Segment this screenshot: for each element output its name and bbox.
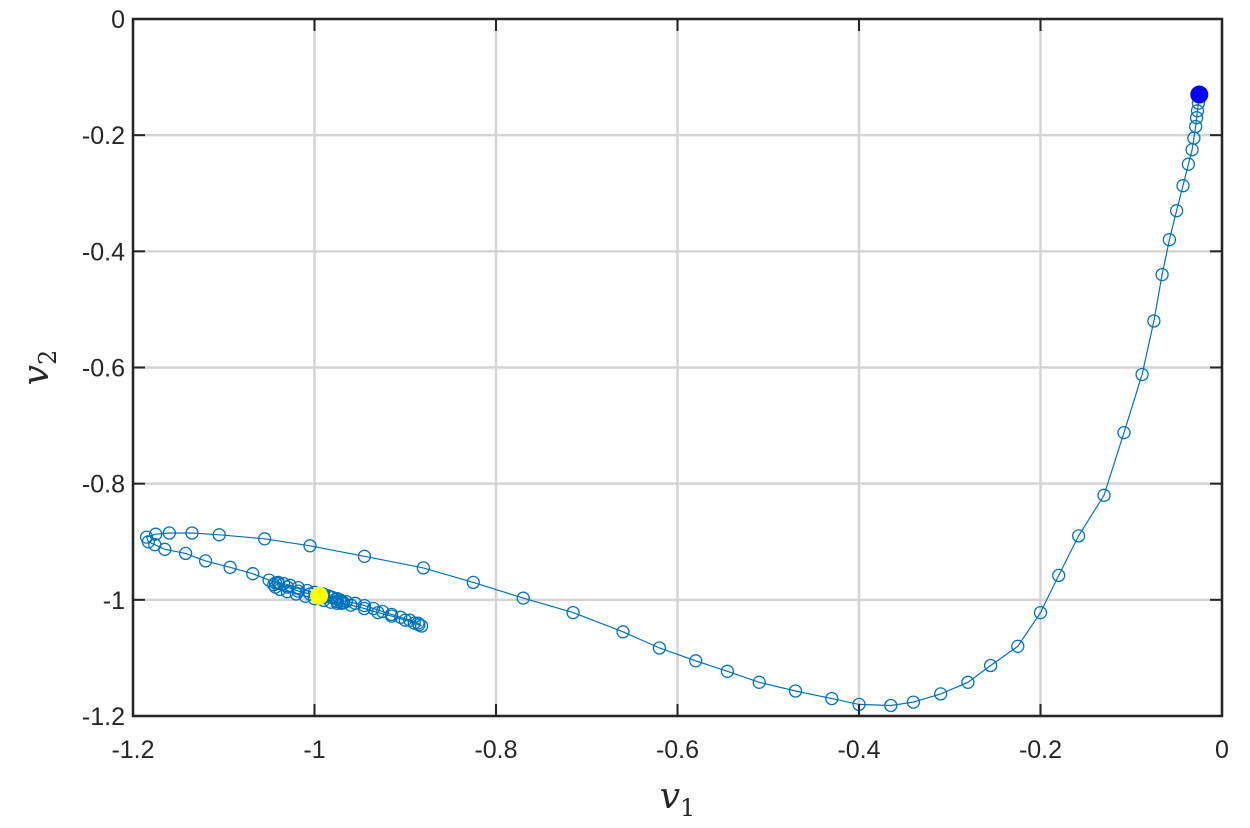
x-tick-label: -0.6 <box>656 736 699 764</box>
trajectory-point <box>906 695 921 709</box>
x-tick-label: -1 <box>303 736 325 764</box>
y-axis-label: v2 <box>16 350 62 386</box>
trajectory-point <box>720 664 735 678</box>
trajectory-point <box>246 567 260 581</box>
trajectory-point <box>280 585 294 599</box>
y-tick-label: -1 <box>103 587 125 615</box>
trajectory-point <box>788 684 803 698</box>
trajectory-point <box>394 610 408 624</box>
trajectory-point <box>1117 425 1131 440</box>
trajectory-point <box>1135 367 1149 382</box>
trajectory-point <box>141 535 156 549</box>
trajectory-point <box>185 526 199 540</box>
trajectory-point <box>212 528 226 542</box>
trajectory-point <box>178 546 193 561</box>
trajectory-point <box>357 549 372 563</box>
trajectory-point <box>1097 488 1111 502</box>
trajectory-point <box>616 625 630 639</box>
trajectory-point <box>257 532 272 546</box>
trajectory-point <box>411 616 425 630</box>
trajectory-point <box>689 654 703 668</box>
trajectory-point <box>1052 568 1066 583</box>
trajectory-point <box>516 591 530 605</box>
x-tick-label: -0.8 <box>474 736 517 764</box>
x-tick-label: 0 <box>1215 736 1229 764</box>
trajectory-point <box>1033 605 1048 620</box>
trajectory-point <box>289 587 303 601</box>
trajectory-point <box>357 598 372 613</box>
trajectory-point <box>158 542 172 556</box>
trajectory-point <box>1189 111 1204 125</box>
y-tick-label: -1.2 <box>82 703 125 731</box>
series-layer <box>139 85 1209 713</box>
trajectory-point <box>1162 233 1177 247</box>
trajectory-point <box>371 605 385 620</box>
trajectory-point <box>466 575 480 590</box>
trajectory-point <box>223 560 237 574</box>
trajectory-point <box>414 619 429 633</box>
trajectory-point <box>1176 179 1190 193</box>
axes-box <box>131 17 1224 718</box>
trajectory-point <box>162 526 176 540</box>
trajectory-point <box>983 658 998 673</box>
y-tick-label: -0.2 <box>82 122 125 150</box>
y-tick-label: -0.8 <box>82 471 125 499</box>
trajectory-point <box>1155 267 1169 282</box>
trajectory-point <box>384 607 399 622</box>
x-axis-label: v1 <box>660 776 696 822</box>
end-point <box>310 586 329 605</box>
trajectory-point <box>1190 104 1205 118</box>
trajectory-point <box>375 604 390 619</box>
trajectory-point <box>1169 204 1184 218</box>
x-tick-labels: -1.2 -1 -0.8 -0.6 -0.4 -0.2 0 <box>111 736 1229 764</box>
trajectory-point <box>825 691 839 706</box>
trajectory-point <box>416 561 431 575</box>
y-tick-label: -0.4 <box>82 238 125 266</box>
trajectory-point <box>149 527 163 541</box>
x-tick-label: -1.2 <box>111 736 154 764</box>
y-tick-label: 0 <box>111 6 125 34</box>
trajectory-point <box>330 592 344 606</box>
trajectory-point <box>566 605 580 620</box>
trajectory-point <box>884 698 898 713</box>
y-tick-labels: 0 -0.2 -0.4 -0.6 -0.8 -1 -1.2 <box>82 6 125 731</box>
trajectory-point <box>752 675 766 689</box>
start-point <box>1190 85 1209 104</box>
trajectory-point <box>961 675 975 689</box>
x-tick-label: -0.2 <box>1019 736 1062 764</box>
trajectory-point <box>273 582 287 597</box>
trajectory-point <box>1147 314 1161 328</box>
trajectory-point <box>403 613 417 627</box>
y-tick-label: -0.6 <box>82 355 125 383</box>
trajectory-point <box>652 641 667 655</box>
trajectory-point <box>934 687 948 701</box>
trajectory-point <box>366 601 381 616</box>
trajectory-point <box>303 539 317 553</box>
trajectory-point <box>198 554 213 568</box>
trajectory-point <box>1181 157 1196 171</box>
x-tick-label: -0.4 <box>837 736 880 764</box>
trajectory-point <box>1071 529 1086 543</box>
trajectory-point <box>1011 639 1025 653</box>
trajectory-point <box>1185 143 1199 157</box>
